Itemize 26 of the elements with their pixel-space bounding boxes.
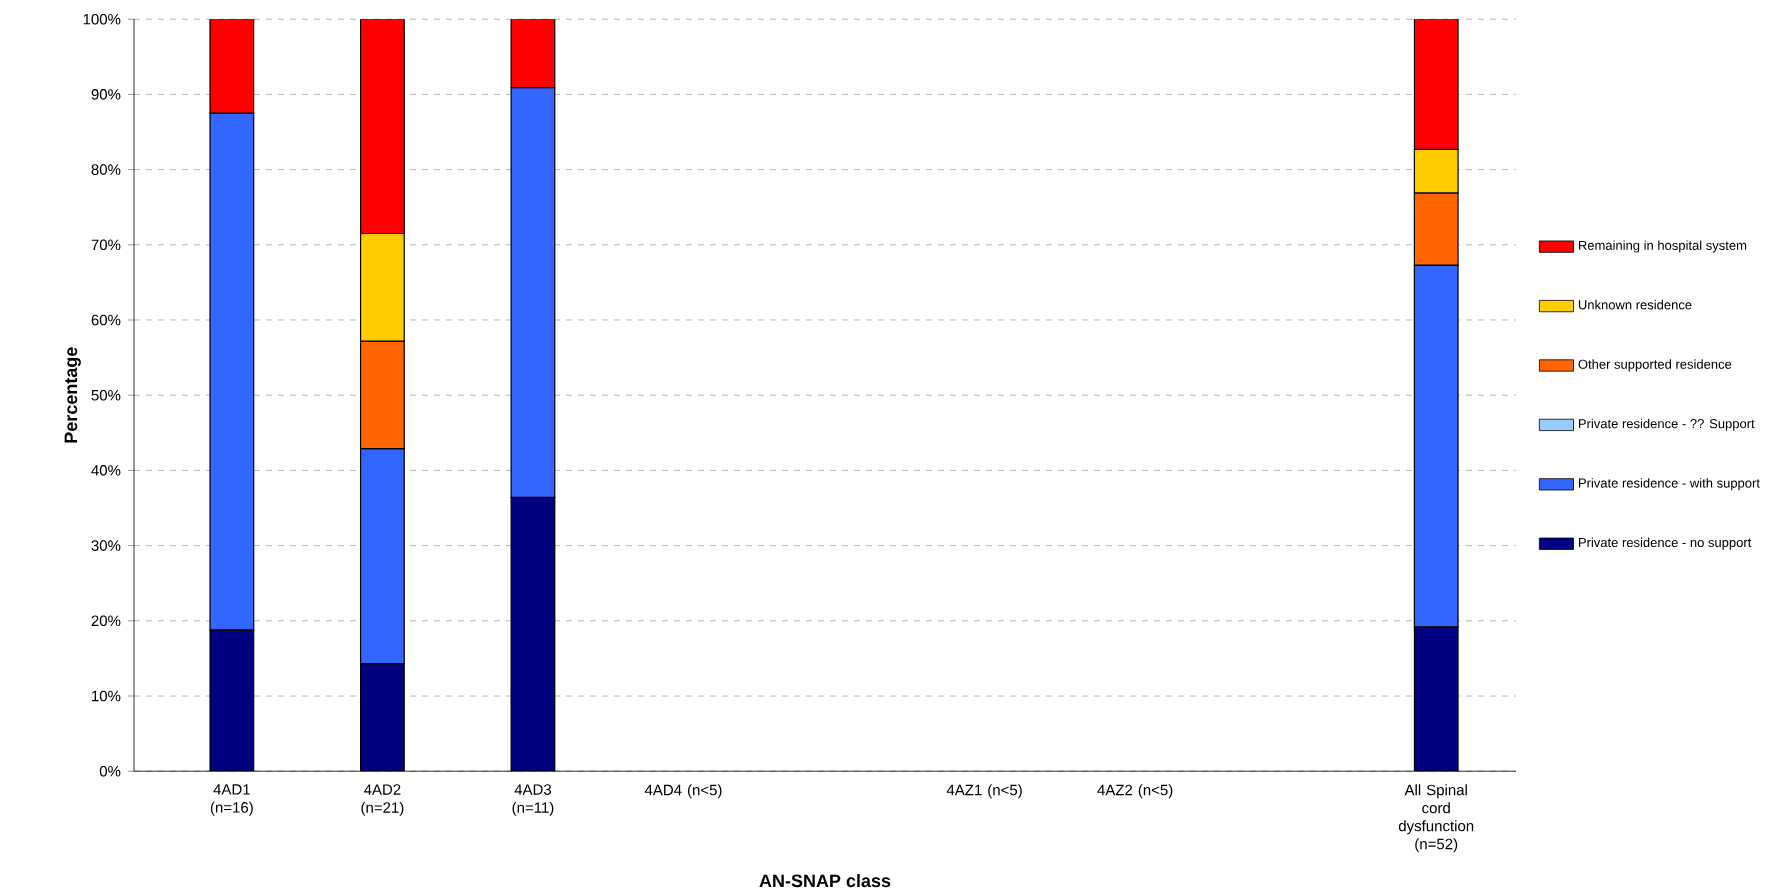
y-tick-label: 20% xyxy=(91,615,121,627)
legend-label: Unknown residence xyxy=(1578,299,1692,310)
x-tick-label: 4AD3 (n=11) xyxy=(512,784,554,816)
y-tick-label: 70% xyxy=(91,239,121,251)
y-tick-label: 100% xyxy=(83,13,121,25)
y-tick-label: 80% xyxy=(91,164,121,175)
y-tick-label: 90% xyxy=(91,89,121,100)
x-tick-label: 4AD4 (n<5) xyxy=(644,784,722,799)
y-tick-label: 0% xyxy=(99,765,121,777)
legend-label: Other supported residence xyxy=(1578,359,1732,372)
x-tick-label: All Spinal cord dysfunction (n=52) xyxy=(1398,784,1474,853)
x-tick-label: 4AZ1 (n<5) xyxy=(946,784,1022,799)
legend-label: Private residence - with support xyxy=(1578,478,1760,491)
x-tick-label: 4AD2 (n=21) xyxy=(361,784,404,816)
legend-label: Remaining in hospital system xyxy=(1578,240,1747,253)
y-tick-label: 10% xyxy=(92,690,121,702)
legend-label: Private residence - ?? Support xyxy=(1578,418,1755,431)
x-tick-label: 4AD1 (n=16) xyxy=(210,784,253,816)
y-tick-label: 50% xyxy=(91,389,121,401)
x-axis-title: AN-SNAP class xyxy=(759,873,891,888)
y-tick-label: 30% xyxy=(91,540,121,551)
legend-label: Private residence - no support xyxy=(1578,537,1752,550)
y-axis-title: Percentage xyxy=(64,347,81,443)
x-tick-label: 4AZ2 (n<5) xyxy=(1097,784,1173,799)
y-tick-label: 60% xyxy=(91,314,121,326)
y-tick-label: 40% xyxy=(91,465,121,476)
